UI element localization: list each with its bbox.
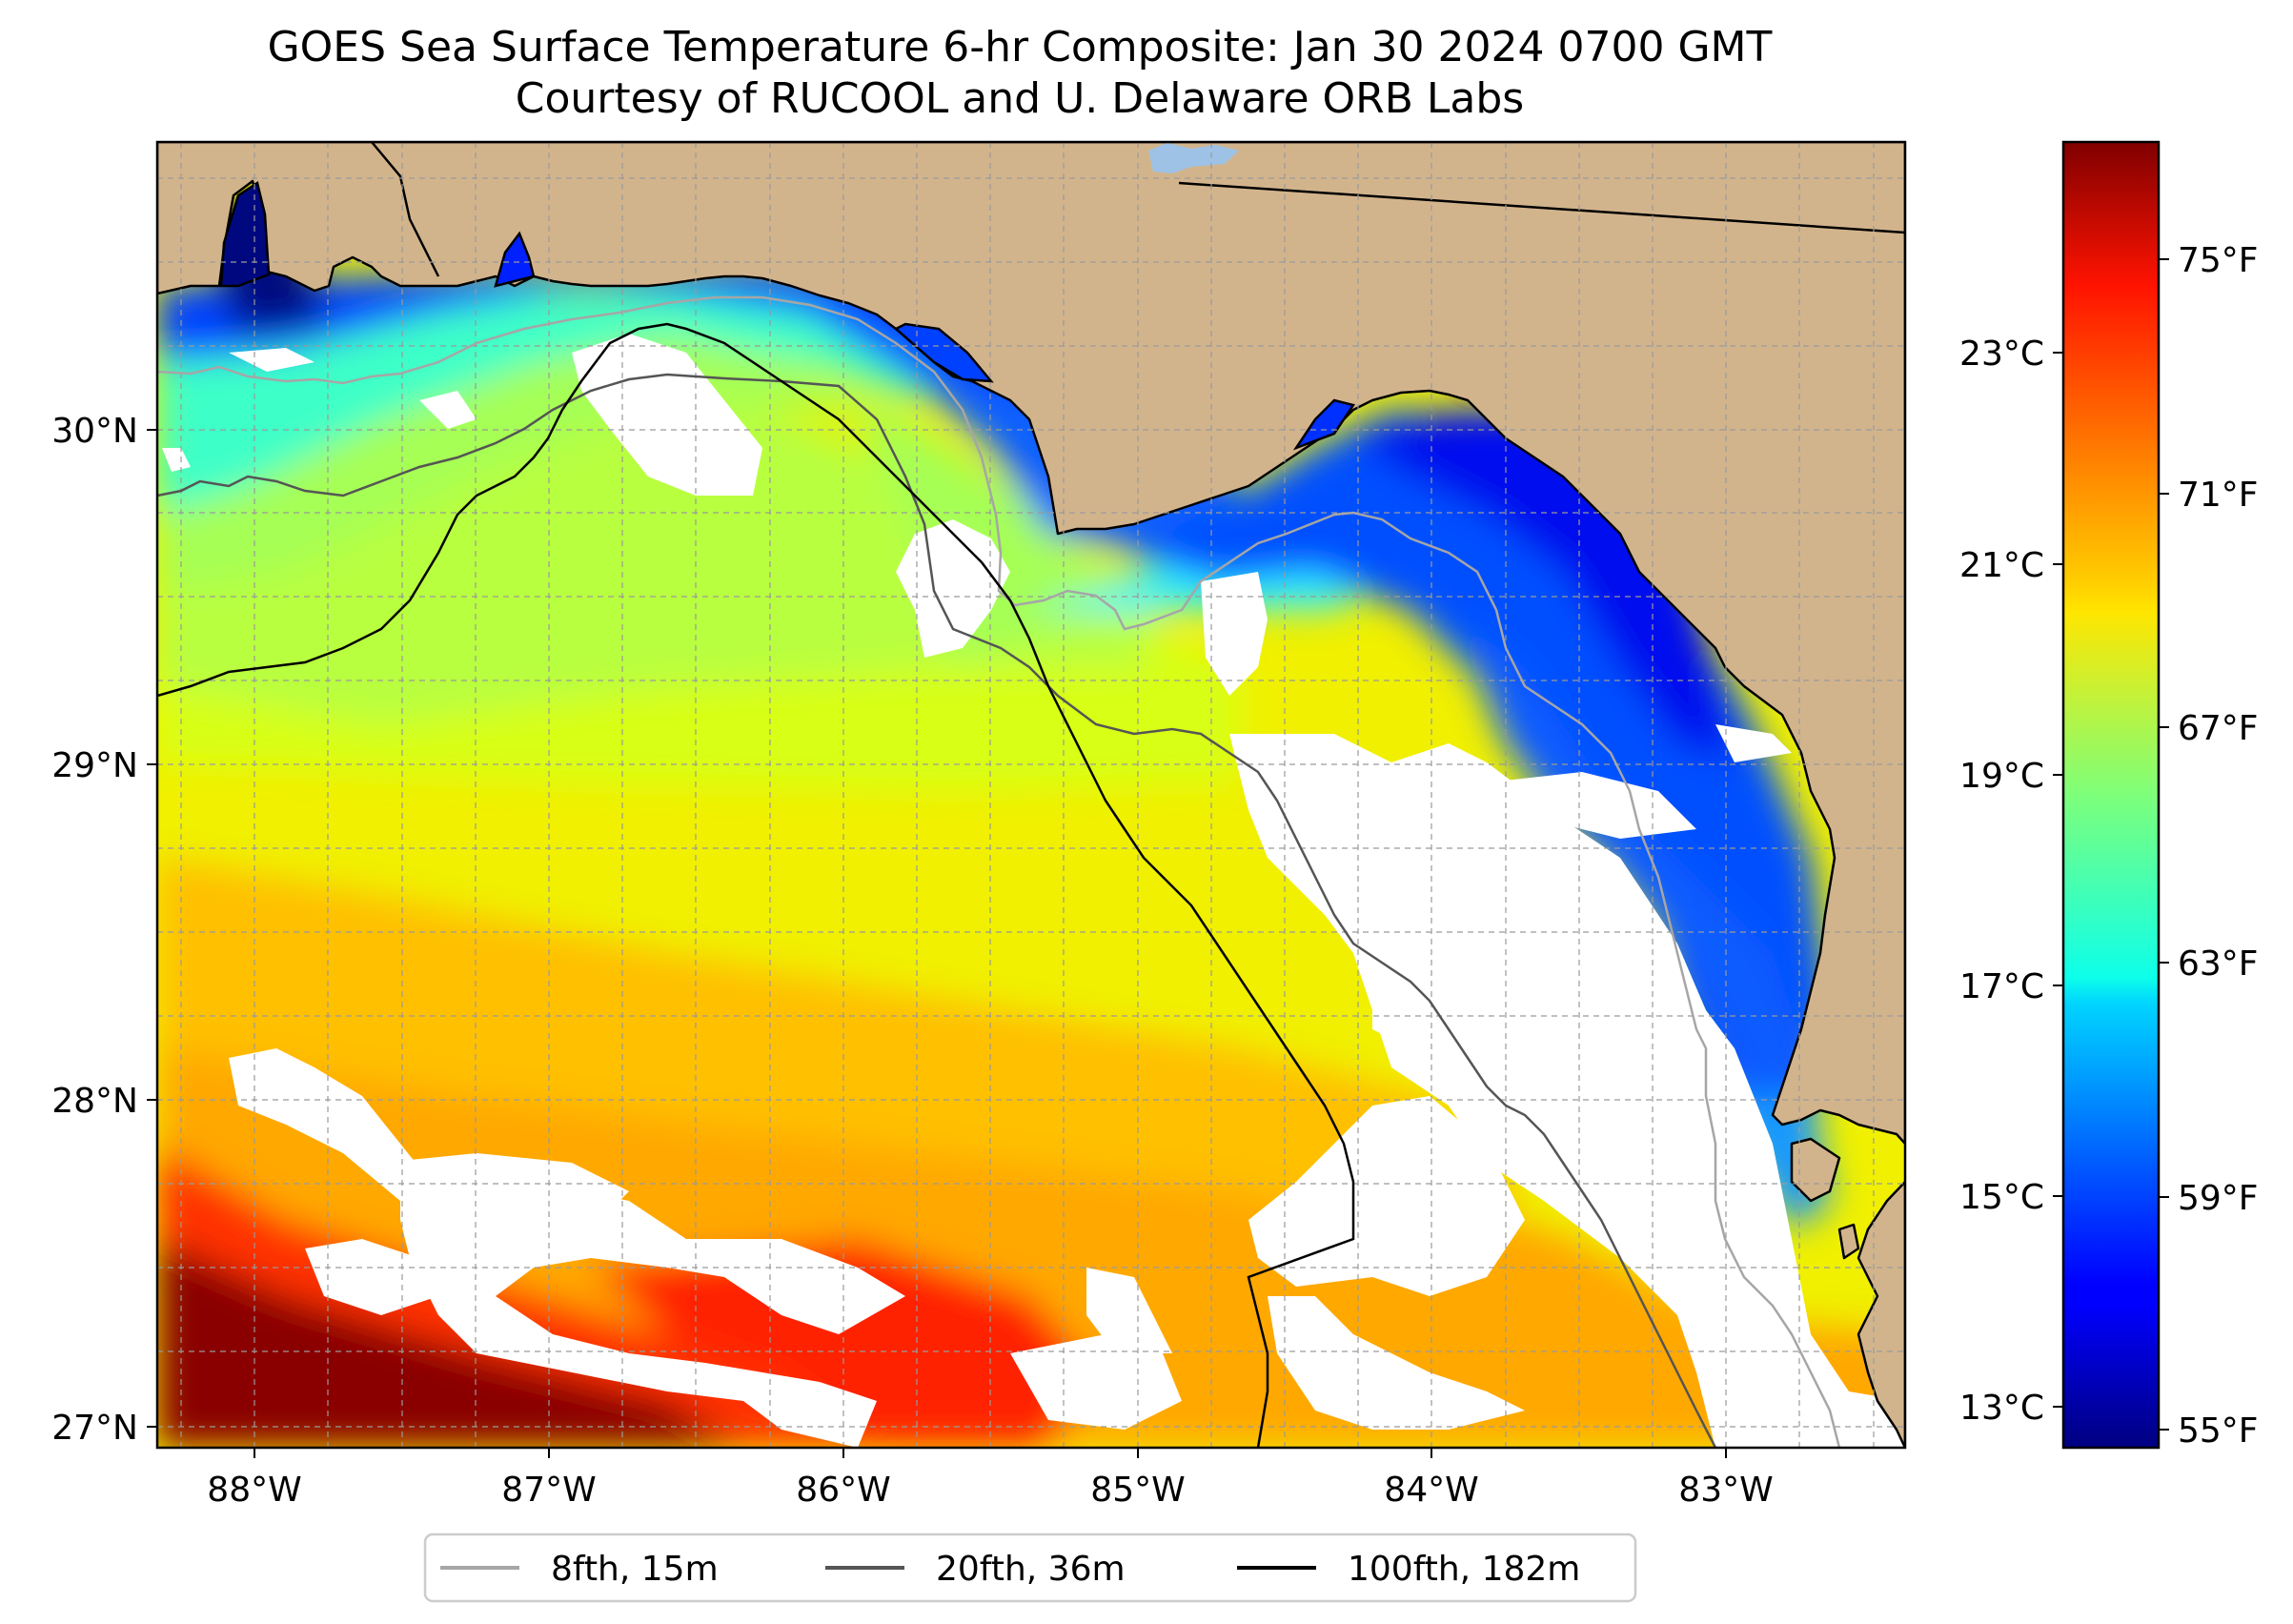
lat-label-27: 27°N (51, 1409, 138, 1448)
legend-box (423, 1533, 1637, 1603)
axis-ticks (147, 429, 1727, 1458)
legend-label-20fth: 20fth, 36m (936, 1550, 1126, 1589)
colorbar-c-15: 15°C (1959, 1178, 2044, 1217)
lat-label-28: 28°N (51, 1082, 138, 1121)
contour-legend: 8fth, 15m 20fth, 36m 100fth, 182m (423, 1533, 1637, 1603)
lon-label-83: 83°W (1678, 1471, 1773, 1510)
colorbar: 55°F 59°F 63°F 67°F 71°F 75°F 13°C 15°C … (1959, 140, 2259, 1451)
colorbar-c-19: 19°C (1959, 757, 2044, 796)
map-area (157, 142, 1905, 1448)
contour-100fth (157, 322, 1355, 1448)
latitude-labels: 30°N 29°N 28°N 27°N (51, 412, 138, 1448)
lon-label-88: 88°W (207, 1471, 301, 1510)
colorbar-f-71: 71°F (2178, 476, 2259, 515)
colorbar-ticks (2053, 258, 2169, 1431)
land (157, 142, 1905, 1448)
lake (1148, 143, 1239, 173)
lat-label-29: 29°N (51, 746, 138, 785)
colorbar-gradient (2061, 140, 2161, 1450)
map-title: GOES Sea Surface Temperature 6-hr Compos… (267, 23, 1773, 71)
lon-label-86: 86°W (796, 1471, 890, 1510)
map-subtitle: Courtesy of RUCOOL and U. Delaware ORB L… (515, 74, 1525, 123)
no-data-regions (162, 334, 1905, 1448)
bays (219, 180, 1356, 451)
colorbar-c-13: 13°C (1959, 1389, 2044, 1428)
colorbar-f-67: 67°F (2178, 709, 2259, 748)
contour-8fth (157, 295, 1841, 1448)
contour-20fth (157, 373, 1717, 1448)
colorbar-f-55: 55°F (2178, 1411, 2259, 1451)
lon-label-85: 85°W (1090, 1471, 1185, 1510)
colorbar-c-23: 23°C (1959, 335, 2044, 374)
gridlines (157, 142, 1905, 1448)
colorbar-c-17: 17°C (1959, 967, 2044, 1006)
lon-label-87: 87°W (501, 1471, 596, 1510)
lat-label-30: 30°N (51, 412, 138, 451)
state-border (1178, 181, 1905, 234)
longitude-labels: 88°W 87°W 86°W 85°W 84°W 83°W (207, 1471, 1773, 1510)
lon-label-84: 84°W (1384, 1471, 1478, 1510)
legend-label-8fth: 8fth, 15m (551, 1550, 719, 1589)
colorbar-f-59: 59°F (2178, 1179, 2259, 1218)
legend-label-100fth: 100fth, 182m (1348, 1550, 1580, 1589)
map-frame (155, 140, 1907, 1450)
colorbar-f-63: 63°F (2178, 944, 2259, 984)
colorbar-c-21: 21°C (1959, 546, 2044, 585)
state-border-west (371, 142, 440, 277)
colorbar-f-75: 75°F (2178, 241, 2259, 280)
